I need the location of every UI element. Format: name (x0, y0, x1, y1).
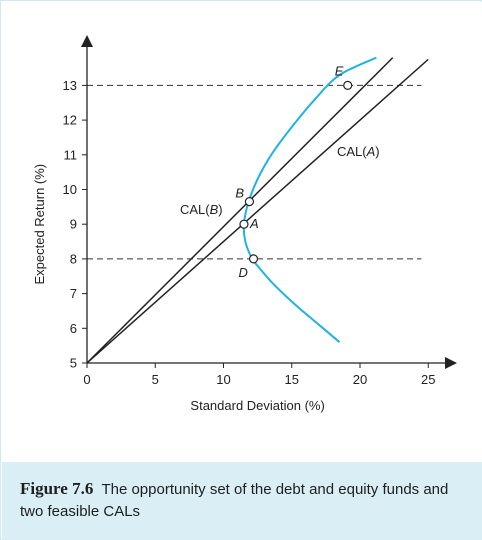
x-tick-label: 20 (353, 372, 367, 387)
cal-a-line (87, 59, 428, 363)
chart-area: 0 5 10 15 20 25 5 6 7 8 9 10 11 12 13 Standard Deviatio… (2, 2, 482, 462)
opportunity-set-curve (244, 58, 377, 343)
y-tick-label: 12 (63, 113, 77, 128)
y-axis-title: Expected Return (%) (32, 164, 47, 285)
point-e-marker (344, 81, 352, 89)
y-tick-label: 7 (70, 286, 77, 301)
x-axis-arrow (445, 357, 457, 369)
y-tick-label: 10 (63, 182, 77, 197)
x-tick-label: 5 (152, 372, 159, 387)
y-tick-label: 13 (63, 78, 77, 93)
cal-b-line (87, 58, 393, 363)
x-tick-label: 15 (285, 372, 299, 387)
y-tick-label: 9 (70, 217, 77, 232)
x-tick-label: 10 (216, 372, 230, 387)
point-d-label: D (239, 265, 248, 280)
point-a-label: A (249, 216, 259, 231)
x-axis-title: Standard Deviation (%) (190, 398, 324, 413)
y-tick-label: 8 (70, 251, 77, 266)
point-a-marker (240, 220, 248, 228)
cal-a-label: CAL(A) (337, 144, 380, 159)
point-b-marker (245, 198, 253, 206)
y-tick-label: 6 (70, 321, 77, 336)
point-b-label: B (235, 186, 244, 201)
y-tick-label: 5 (70, 356, 77, 371)
figure-caption: Figure 7.6 The opportunity set of the de… (2, 462, 482, 540)
y-axis-arrow (81, 35, 93, 47)
x-tick-label: 25 (421, 372, 435, 387)
x-tick-label: 0 (83, 372, 90, 387)
point-e-label: E (335, 63, 344, 78)
cal-b-label: CAL(B) (180, 202, 223, 217)
y-tick-label: 11 (64, 147, 78, 162)
point-d-marker (250, 255, 258, 263)
figure-number: Figure 7.6 (20, 479, 93, 498)
